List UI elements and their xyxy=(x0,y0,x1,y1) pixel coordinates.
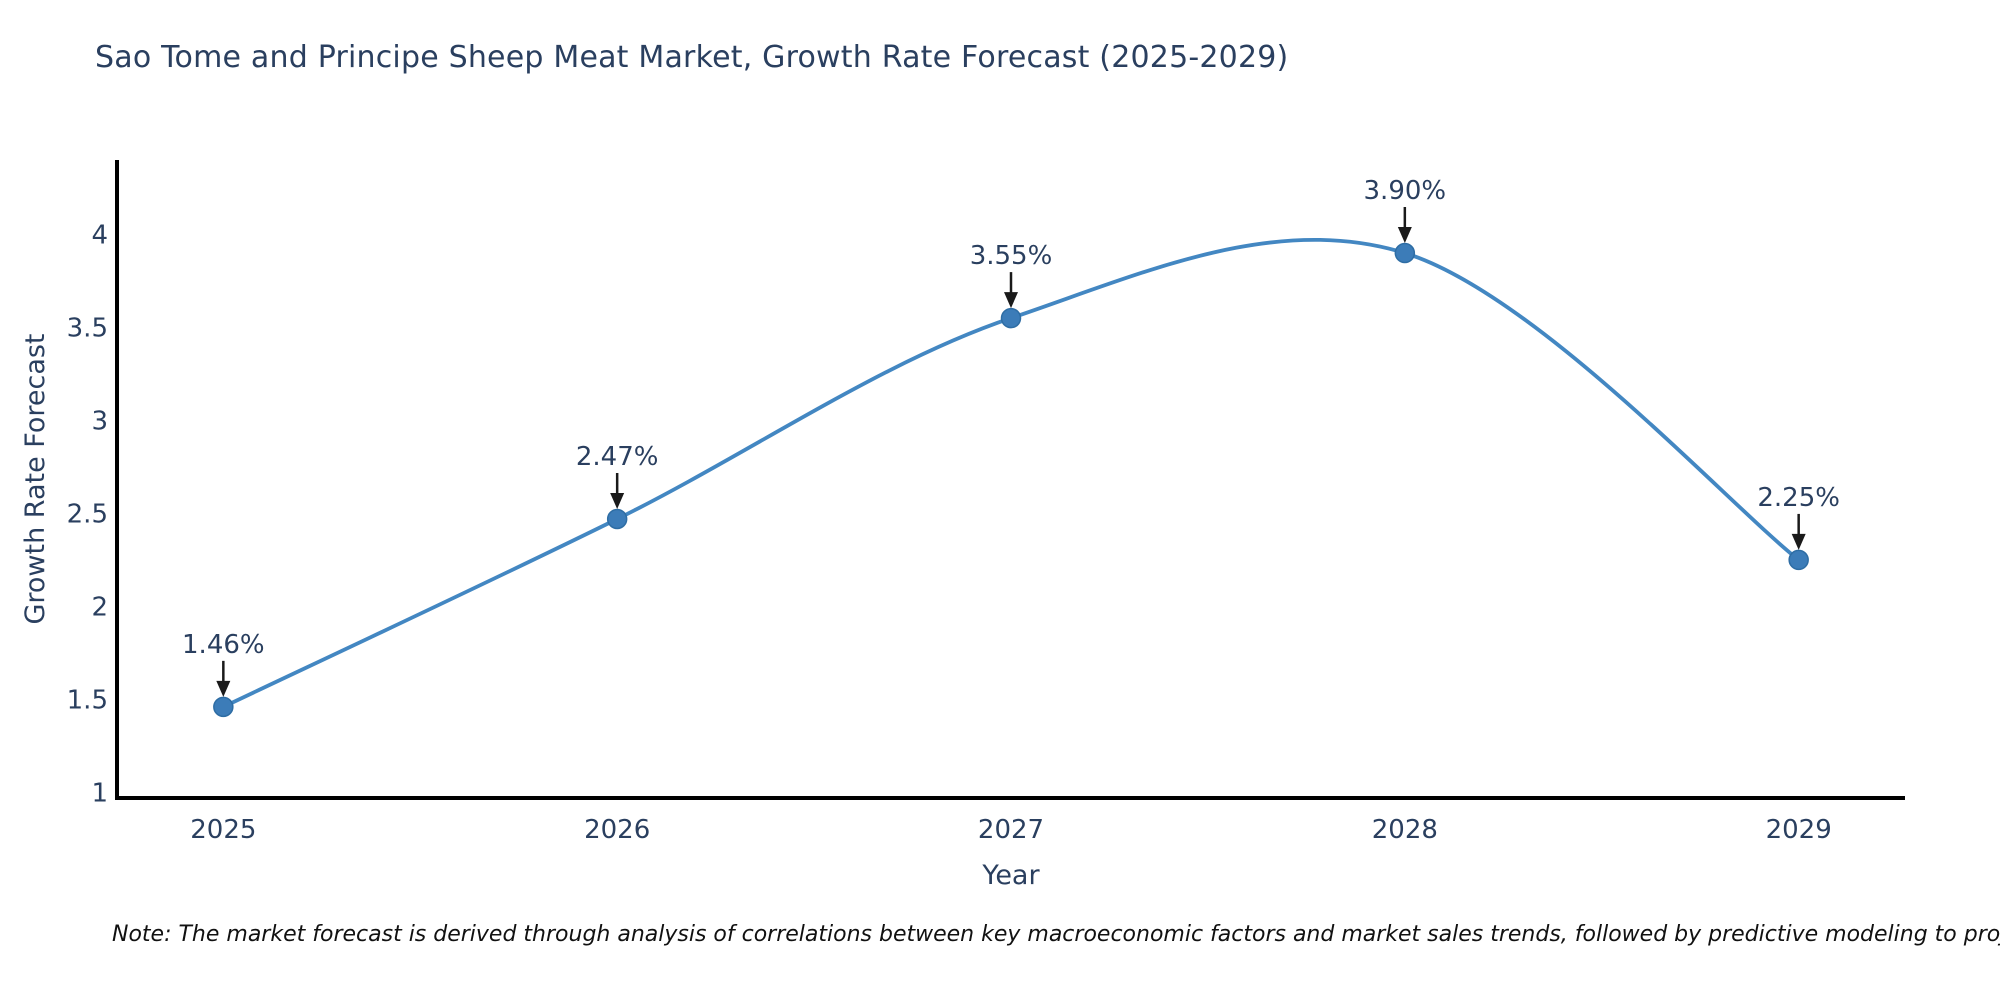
annotation-arrowhead-icon xyxy=(1791,533,1806,550)
y-tick-label: 4 xyxy=(91,220,108,250)
point-value-label: 2.25% xyxy=(1757,483,1840,513)
y-tick-label: 1.5 xyxy=(67,685,108,715)
annotation-arrowhead-icon xyxy=(1004,292,1018,309)
data-point-marker xyxy=(1788,549,1809,571)
chart-title: Sao Tome and Principe Sheep Meat Market,… xyxy=(95,40,1289,75)
x-tick-label: 2029 xyxy=(1766,815,1832,845)
annotation-arrowhead-icon xyxy=(1397,227,1412,244)
y-tick-label: 3.5 xyxy=(67,313,108,343)
data-point-marker xyxy=(213,696,234,718)
point-value-label: 2.47% xyxy=(576,442,659,472)
footnote: Note: The market forecast is derived thr… xyxy=(112,922,2000,947)
point-value-label: 3.55% xyxy=(970,241,1053,271)
y-axis-title: Growth Rate Forecast xyxy=(20,333,51,624)
x-tick-label: 2025 xyxy=(190,815,256,845)
y-tick-label: 2 xyxy=(91,592,108,622)
data-point-marker xyxy=(1394,242,1416,264)
y-tick-label: 1 xyxy=(91,778,108,808)
x-tick-label: 2027 xyxy=(978,815,1044,845)
y-tick-label: 3 xyxy=(91,406,108,436)
point-value-label: 1.46% xyxy=(182,630,265,660)
data-point-marker xyxy=(606,508,628,530)
annotation-arrowhead-icon xyxy=(216,680,231,697)
data-point-marker xyxy=(1000,307,1022,329)
x-tick-label: 2028 xyxy=(1372,815,1438,845)
x-axis-title: Year xyxy=(981,860,1040,891)
x-tick-label: 2026 xyxy=(584,815,650,845)
point-value-label: 3.90% xyxy=(1364,176,1447,206)
annotation-arrowhead-icon xyxy=(610,492,625,509)
y-tick-label: 2.5 xyxy=(67,499,108,529)
